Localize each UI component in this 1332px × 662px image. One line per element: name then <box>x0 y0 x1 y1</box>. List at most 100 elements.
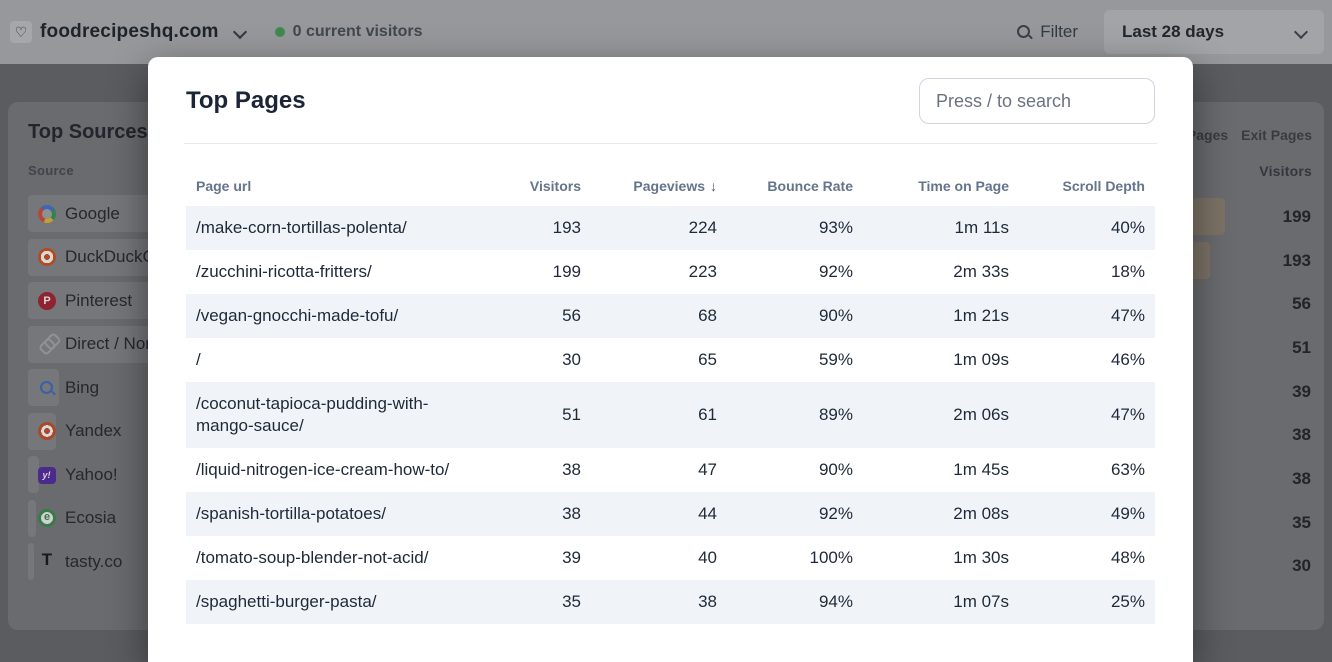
scroll-depth-cell: 18% <box>1110 262 1145 281</box>
modal-title: Top Pages <box>186 87 306 114</box>
visitors-value: 30 <box>1292 556 1311 576</box>
column-header-pageviews[interactable]: Pageviews ↓ <box>633 178 717 194</box>
source-label: Yahoo! <box>65 464 118 484</box>
visitors-cell: 193 <box>552 218 581 237</box>
bounce-rate-cell: 89% <box>818 405 853 424</box>
tab-pages[interactable]: Pages <box>1186 127 1229 143</box>
source-row[interactable]: Ecosia <box>28 497 698 541</box>
source-column-label: Source <box>28 163 74 178</box>
table-row[interactable]: / 30 65 59% 1m 09s 46% <box>186 338 1155 382</box>
column-header-scroll-depth[interactable]: Scroll Depth <box>1062 178 1145 194</box>
page-url-cell: /spanish-tortilla-potatoes/ <box>196 504 386 523</box>
column-header-visitors[interactable]: Visitors <box>529 178 581 194</box>
source-row[interactable]: Yahoo! <box>28 453 698 497</box>
yandex-favicon-icon <box>38 422 56 441</box>
pageviews-cell: 68 <box>698 306 717 325</box>
column-header-page-url[interactable]: Page url <box>196 178 252 194</box>
page-url-cell: /make-corn-tortillas-polenta/ <box>196 218 407 237</box>
filter-button[interactable]: Filter <box>1015 22 1078 42</box>
tab-exit-pages[interactable]: Exit Pages <box>1241 127 1312 143</box>
table-row[interactable]: /spaghetti-burger-pasta/35 38 94% 1m 07s 25% <box>186 580 1155 624</box>
visitors-value: 51 <box>1292 337 1311 357</box>
pageviews-cell: 223 <box>688 262 717 281</box>
source-row[interactable]: Yandex <box>28 410 698 454</box>
site-name[interactable]: foodrecipeshq.com <box>40 21 219 42</box>
source-bar <box>28 499 36 537</box>
source-row[interactable]: tasty.co <box>28 540 698 584</box>
scroll-depth-cell: 47% <box>1110 306 1145 325</box>
page-url-cell: /tomato-soup-blender-not-acid/ <box>196 548 429 567</box>
column-header-time-on-page[interactable]: Time on Page <box>918 178 1009 194</box>
page-url-cell: /spaghetti-burger-pasta/ <box>196 592 377 611</box>
table-row[interactable]: /spanish-tortilla-potatoes/38 44 92% 2m 08s… <box>186 492 1155 536</box>
visitors-cell: 38 <box>562 504 581 523</box>
scroll-depth-cell: 47% <box>1110 405 1145 424</box>
visitors-cell: 38 <box>562 460 581 479</box>
time-on-page-cell: 1m 30s <box>953 548 1009 567</box>
source-bar <box>28 456 39 493</box>
visitors-cell: 30 <box>562 350 581 369</box>
source-label: Direct / None <box>65 334 165 354</box>
top-bar-actions: Filter Last 28 days <box>1015 10 1324 54</box>
bing-favicon-icon <box>38 379 56 397</box>
source-label: tasty.co <box>65 551 123 571</box>
date-range-label: Last 28 days <box>1122 22 1225 41</box>
visitors-value: 193 <box>1282 250 1311 270</box>
site-favicon-icon: ♡ <box>10 21 32 43</box>
source-bar <box>28 543 34 580</box>
pages-card-tabs: Pages Exit Pages <box>720 126 1312 144</box>
current-visitors-text[interactable]: 0 current visitors <box>292 23 423 40</box>
scroll-depth-cell: 46% <box>1110 350 1145 369</box>
modal-header: Top Pages <box>148 57 1193 124</box>
table-header-row: Page url Visitors Pageviews ↓ Bounce Rate Tim… <box>186 144 1155 206</box>
source-row[interactable]: Bing <box>28 366 698 410</box>
tasty-favicon-icon <box>38 551 56 571</box>
visitors-column-label: Visitors <box>1259 163 1312 179</box>
table-row[interactable]: /tomato-soup-blender-not-acid/39 40 100% 1m… <box>186 536 1155 580</box>
pageviews-cell: 38 <box>698 592 717 611</box>
time-on-page-cell: 1m 07s <box>953 592 1009 611</box>
visitors-value: 35 <box>1292 512 1311 532</box>
pages-table: Page url Visitors Pageviews ↓ Bounce Rate Tim… <box>148 144 1193 624</box>
pageviews-cell: 40 <box>698 548 717 567</box>
bounce-rate-cell: 90% <box>818 460 853 479</box>
date-range-picker[interactable]: Last 28 days <box>1104 10 1324 54</box>
source-label: DuckDuckGo <box>65 247 166 267</box>
yahoo-favicon-icon <box>38 466 56 484</box>
bounce-rate-cell: 94% <box>818 592 853 611</box>
table-body: /make-corn-tortillas-polenta/193 224 93% 1m… <box>186 206 1155 624</box>
table-row[interactable]: /zucchini-ricotta-fritters/199 223 92% 2m 3… <box>186 250 1155 294</box>
source-label: Yandex <box>65 421 122 441</box>
bounce-rate-cell: 100% <box>809 548 853 567</box>
live-indicator-dot <box>274 27 285 37</box>
sort-desc-icon[interactable]: ↓ <box>710 178 717 194</box>
top-sources-title: Top Sources <box>28 121 148 143</box>
visitors-cell: 35 <box>562 592 581 611</box>
pageviews-cell: 65 <box>698 350 717 369</box>
table-row[interactable]: /liquid-nitrogen-ice-cream-how-to/38 47 90… <box>186 448 1155 492</box>
bounce-rate-cell: 90% <box>818 306 853 325</box>
visitors-cell: 56 <box>562 306 581 325</box>
page-url-cell: /liquid-nitrogen-ice-cream-how-to/ <box>196 460 450 479</box>
table-row[interactable]: /coconut-tapioca-pudding-with-mango-sauc… <box>186 382 1155 448</box>
source-label: Bing <box>65 377 100 397</box>
google-favicon-icon <box>38 204 56 223</box>
time-on-page-cell: 2m 33s <box>953 262 1009 281</box>
filter-label: Filter <box>1040 22 1078 41</box>
ecosia-favicon-icon <box>38 508 56 528</box>
duckduckgo-favicon-icon <box>38 248 56 267</box>
page-url-cell: /vegan-gnocchi-made-tofu/ <box>196 306 399 325</box>
column-header-bounce-rate[interactable]: Bounce Rate <box>767 178 853 194</box>
scroll-depth-cell: 63% <box>1110 460 1145 479</box>
table-row[interactable]: /vegan-gnocchi-made-tofu/56 68 90% 1m 21s 47… <box>186 294 1155 338</box>
chevron-down-icon[interactable] <box>233 25 247 39</box>
pinterest-favicon-icon <box>38 291 56 310</box>
chevron-down-icon <box>1294 25 1308 39</box>
visitors-value: 38 <box>1292 425 1311 445</box>
visitors-value: 38 <box>1292 468 1311 488</box>
pageviews-cell: 224 <box>688 218 717 237</box>
table-row[interactable]: /make-corn-tortillas-polenta/193 224 93% 1m… <box>186 206 1155 250</box>
search-input[interactable] <box>919 78 1155 124</box>
top-bar: ♡ foodrecipeshq.com 0 current visitors F… <box>0 0 1332 64</box>
